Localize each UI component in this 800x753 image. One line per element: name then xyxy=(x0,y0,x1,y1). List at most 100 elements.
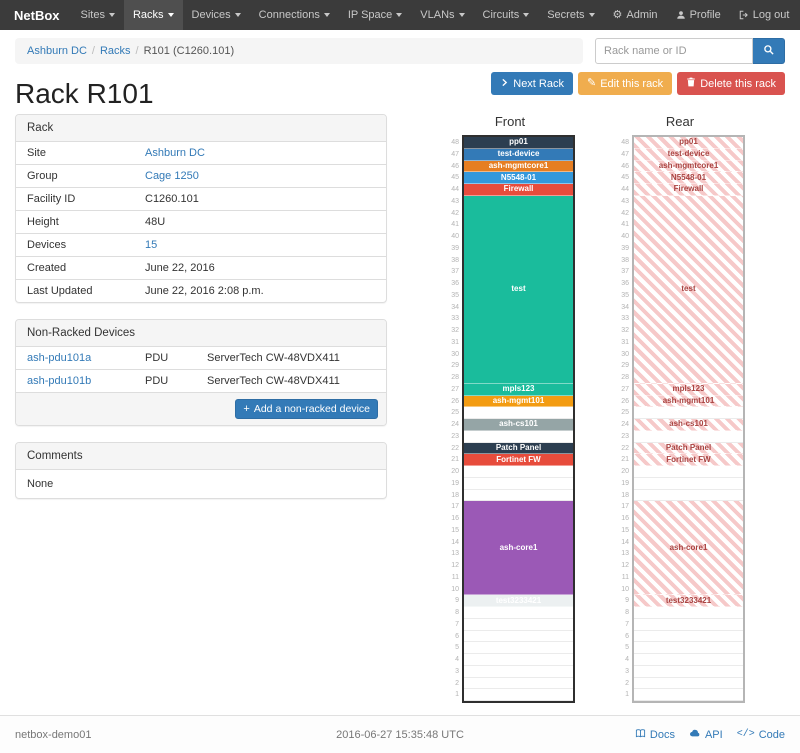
caret-down-icon xyxy=(323,13,330,17)
empty-unit xyxy=(464,607,573,619)
device-test-device: test-device xyxy=(634,148,743,161)
device-firewall[interactable]: Firewall xyxy=(464,184,573,196)
unit-number: 12 xyxy=(621,562,629,569)
devices-count-link[interactable]: 15 xyxy=(145,239,158,251)
unit-number: 22 xyxy=(451,444,459,452)
unit-number: 1 xyxy=(455,691,459,699)
brand-link[interactable]: NetBox xyxy=(14,7,60,23)
search-button[interactable] xyxy=(753,38,785,64)
nav-admin[interactable]: ⚙ Admin xyxy=(612,8,658,21)
cloud-icon xyxy=(689,727,701,742)
caret-down-icon xyxy=(108,13,115,17)
unit-number: 15 xyxy=(451,526,459,534)
unit-number: 7 xyxy=(625,620,629,628)
unit-number: 25 xyxy=(451,409,459,417)
unit-number: 4 xyxy=(625,656,629,663)
rack-actions: Next Rack ✎ Edit this rack Delete this r… xyxy=(491,72,785,95)
unit-number: 40 xyxy=(451,233,459,240)
unit-number: 41 xyxy=(621,221,629,229)
edit-rack-button[interactable]: ✎ Edit this rack xyxy=(578,72,673,95)
device-ash-core1[interactable]: ash-core1 xyxy=(464,501,573,596)
device-fortinet-fw[interactable]: Fortinet FW xyxy=(464,454,573,466)
breadcrumb-site-link[interactable]: Ashburn DC xyxy=(27,45,87,57)
unit-number: 34 xyxy=(621,303,629,311)
unit-number: 44 xyxy=(451,186,459,193)
unit-number: 13 xyxy=(621,550,629,558)
timestamp: 2016-06-27 15:35:48 UTC xyxy=(336,728,464,741)
breadcrumb-racks-link[interactable]: Racks xyxy=(99,45,131,57)
site-link[interactable]: Ashburn DC xyxy=(145,147,205,159)
nav-secrets[interactable]: Secrets xyxy=(538,0,603,30)
empty-unit xyxy=(634,678,743,690)
unit-number: 37 xyxy=(451,268,459,276)
nav-sites[interactable]: Sites xyxy=(72,0,124,30)
device-ash-mgmtcore1[interactable]: ash-mgmtcore1 xyxy=(464,160,573,173)
rack-panel-title: Rack xyxy=(16,115,386,142)
attr-row-devices: Devices 15 xyxy=(16,233,386,257)
unit-number: 7 xyxy=(455,620,459,628)
unit-number: 26 xyxy=(621,397,629,405)
caret-down-icon xyxy=(458,13,465,17)
nav-racks[interactable]: Racks xyxy=(123,0,183,30)
device-pp01[interactable]: pp01 xyxy=(464,137,573,149)
add-non-racked-device-button[interactable]: + Add a non-racked device xyxy=(235,399,378,419)
empty-unit xyxy=(634,666,743,678)
device-pp01: pp01 xyxy=(634,137,743,149)
nav-connections[interactable]: Connections xyxy=(250,0,339,30)
next-rack-button[interactable]: Next Rack xyxy=(491,72,573,95)
unit-number: 26 xyxy=(451,397,459,405)
delete-rack-button[interactable]: Delete this rack xyxy=(677,72,785,95)
group-link[interactable]: Cage 1250 xyxy=(145,170,199,182)
unit-number: 15 xyxy=(621,526,629,534)
unit-numbers: 48 47 46 45 44 43 42 41 40 39 38 37 36 35 34 33 32 31 30 29… xyxy=(615,135,632,703)
device-mpls123: mpls123 xyxy=(634,383,743,396)
trash-icon xyxy=(686,77,696,90)
device-ash-mgmt101[interactable]: ash-mgmt101 xyxy=(464,395,573,408)
unit-number: 9 xyxy=(625,597,629,605)
device-test[interactable]: test xyxy=(464,195,573,384)
nav-items: Sites Racks Devices Connections IP Space… xyxy=(72,0,604,30)
empty-unit xyxy=(634,431,743,443)
unit-number: 10 xyxy=(451,585,459,593)
empty-unit xyxy=(464,490,573,502)
code-link[interactable]: </> Code xyxy=(736,728,786,741)
nav-ip-space[interactable]: IP Space xyxy=(339,0,411,30)
device-n5548-01[interactable]: N5548-01 xyxy=(464,172,573,184)
device-test-device[interactable]: test-device xyxy=(464,148,573,161)
device-patch-panel[interactable]: Patch Panel xyxy=(464,442,573,455)
device-link[interactable]: ash-pdu101a xyxy=(27,352,92,364)
empty-unit xyxy=(634,654,743,666)
nav-vlans[interactable]: VLANs xyxy=(411,0,473,30)
unit-number: 42 xyxy=(451,209,459,217)
docs-link[interactable]: Docs xyxy=(635,727,675,742)
device-link[interactable]: ash-pdu101b xyxy=(27,375,92,387)
rack-panel: Rack Site Ashburn DC Group Cage 1250 Facil… xyxy=(15,114,387,303)
caret-down-icon xyxy=(396,13,403,17)
nav-devices[interactable]: Devices xyxy=(183,0,250,30)
search-input[interactable] xyxy=(595,38,753,64)
device-test3233421[interactable]: test3233421 xyxy=(464,595,573,607)
nav-logout[interactable]: Log out xyxy=(730,0,799,30)
device-mpls123[interactable]: mpls123 xyxy=(464,383,573,396)
non-racked-table: ash-pdu101a PDU ServerTech CW-48VDX411 a… xyxy=(16,347,386,392)
empty-unit xyxy=(464,654,573,666)
unit-number: 37 xyxy=(621,268,629,276)
attr-row-created: Created June 22, 2016 xyxy=(16,256,386,280)
unit-number: 39 xyxy=(621,244,629,252)
comments-panel-title: Comments xyxy=(16,443,386,470)
nav-circuits[interactable]: Circuits xyxy=(474,0,539,30)
device-ash-cs101[interactable]: ash-cs101 xyxy=(464,419,573,431)
device-n5548-01: N5548-01 xyxy=(634,172,743,184)
unit-number: 28 xyxy=(621,374,629,381)
unit-number: 20 xyxy=(621,468,629,475)
device-test: test xyxy=(634,195,743,384)
attr-row-last-updated: Last Updated June 22, 2016 2:08 p.m. xyxy=(16,279,386,302)
nav-profile[interactable]: Profile xyxy=(667,0,730,30)
empty-unit xyxy=(464,431,573,443)
unit-number: 44 xyxy=(621,186,629,193)
unit-number: 31 xyxy=(451,338,459,346)
unit-number: 25 xyxy=(621,409,629,417)
non-racked-panel-footer: + Add a non-racked device xyxy=(16,392,386,425)
plus-icon: + xyxy=(243,402,250,415)
api-link[interactable]: API xyxy=(689,727,723,742)
